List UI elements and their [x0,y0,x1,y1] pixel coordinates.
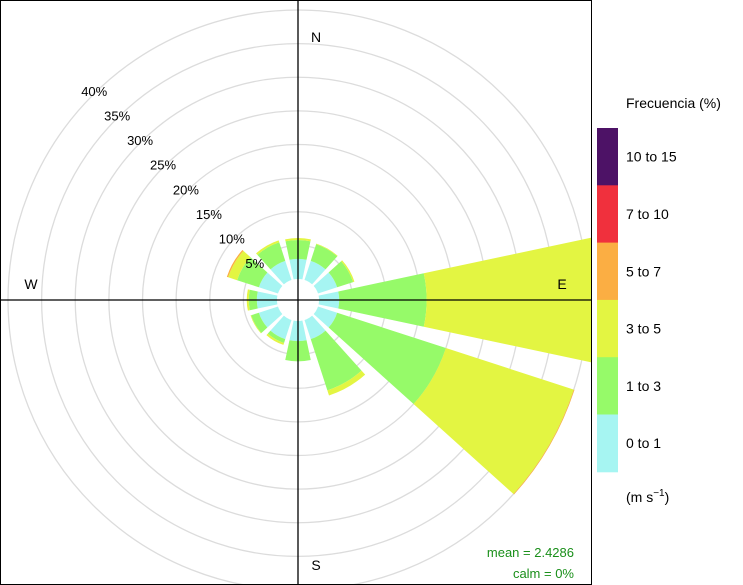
ring-label-10: 10% [219,231,245,246]
petal-210deg-3-to-5 [266,333,285,345]
ring-label-5: 5% [245,256,264,271]
legend-units-superscript: −1 [653,488,665,499]
legend-swatch-7-to-10 [597,185,618,244]
petal-330deg-1-to-3 [257,242,286,270]
east-label: E [557,276,566,292]
petal-240deg-0-to-1 [258,306,283,328]
petal-150deg-1-to-3 [310,330,362,391]
petal-330deg-0-to-1 [270,260,292,285]
petal-300deg-3-to-5 [228,250,251,281]
petal-30deg-0-to-1 [304,260,326,285]
legend-swatch-0-to-1 [597,414,618,473]
ring-label-40: 40% [81,84,107,99]
ring-label-25: 25% [150,158,176,173]
petal-150deg-0-to-1 [304,315,326,340]
petal-240deg-1-to-3 [251,312,268,333]
petal-240deg-3-to-5 [250,315,262,334]
legend-label-5-to-7: 5 to 7 [626,263,661,279]
legend-label-7-to-10: 7 to 10 [626,206,669,222]
legend-units: (m s−1) [626,488,669,505]
wind-petals [226,237,592,495]
legend-label-1-to-3: 1 to 3 [626,378,661,394]
mean-speed-text: mean = 2.4286 [487,545,574,560]
petal-60deg-0-to-1 [313,272,338,294]
petal-300deg-1-to-3 [237,257,268,288]
petal-120deg-3-to-5 [413,348,574,495]
petal-30deg-3-to-5 [316,243,338,257]
petal-210deg-0-to-1 [270,315,292,340]
legend-title: Frecuencia (%) [626,95,721,111]
legend-swatch-5-to-7 [597,242,618,301]
calm-percent-text: calm = 0% [513,566,574,581]
petal-120deg-0-to-1 [313,306,338,328]
north-label: N [311,29,321,45]
west-label: W [24,276,38,292]
ring-labels: 5%10% 15% 20% 25% 30% 35% 40% [81,84,264,271]
color-legend: 10 to 15 7 to 10 5 to 7 3 to 5 1 to 3 0 to 1 [597,128,677,473]
ring-label-35: 35% [104,108,130,123]
legend-label-0-to-1: 0 to 1 [626,435,661,451]
petal-150deg-3-to-5 [327,370,366,396]
legend-label-10-to-15: 10 to 15 [626,149,677,165]
ring-label-15: 15% [196,207,222,222]
legend-swatch-1-to-3 [597,357,618,415]
legend-units-suffix: ) [665,489,670,505]
legend-swatch-10-to-15 [597,128,618,186]
petal-210deg-1-to-3 [267,330,286,343]
petal-60deg-1-to-3 [328,261,354,288]
ring-label-30: 30% [127,133,153,148]
legend-label-3-to-5: 3 to 5 [626,321,661,337]
legend-units-prefix: (m s [626,489,653,505]
legend-swatch-3-to-5 [597,299,618,358]
petal-300deg-5-to-7 [226,249,244,278]
petal-330deg-3-to-5 [256,240,280,255]
petal-300deg-0-to-1 [258,272,283,294]
ring-label-20: 20% [173,182,199,197]
south-label: S [311,557,320,573]
petal-30deg-1-to-3 [310,244,338,270]
petal-60deg-3-to-5 [341,260,355,283]
petal-120deg-1-to-3 [328,312,446,405]
